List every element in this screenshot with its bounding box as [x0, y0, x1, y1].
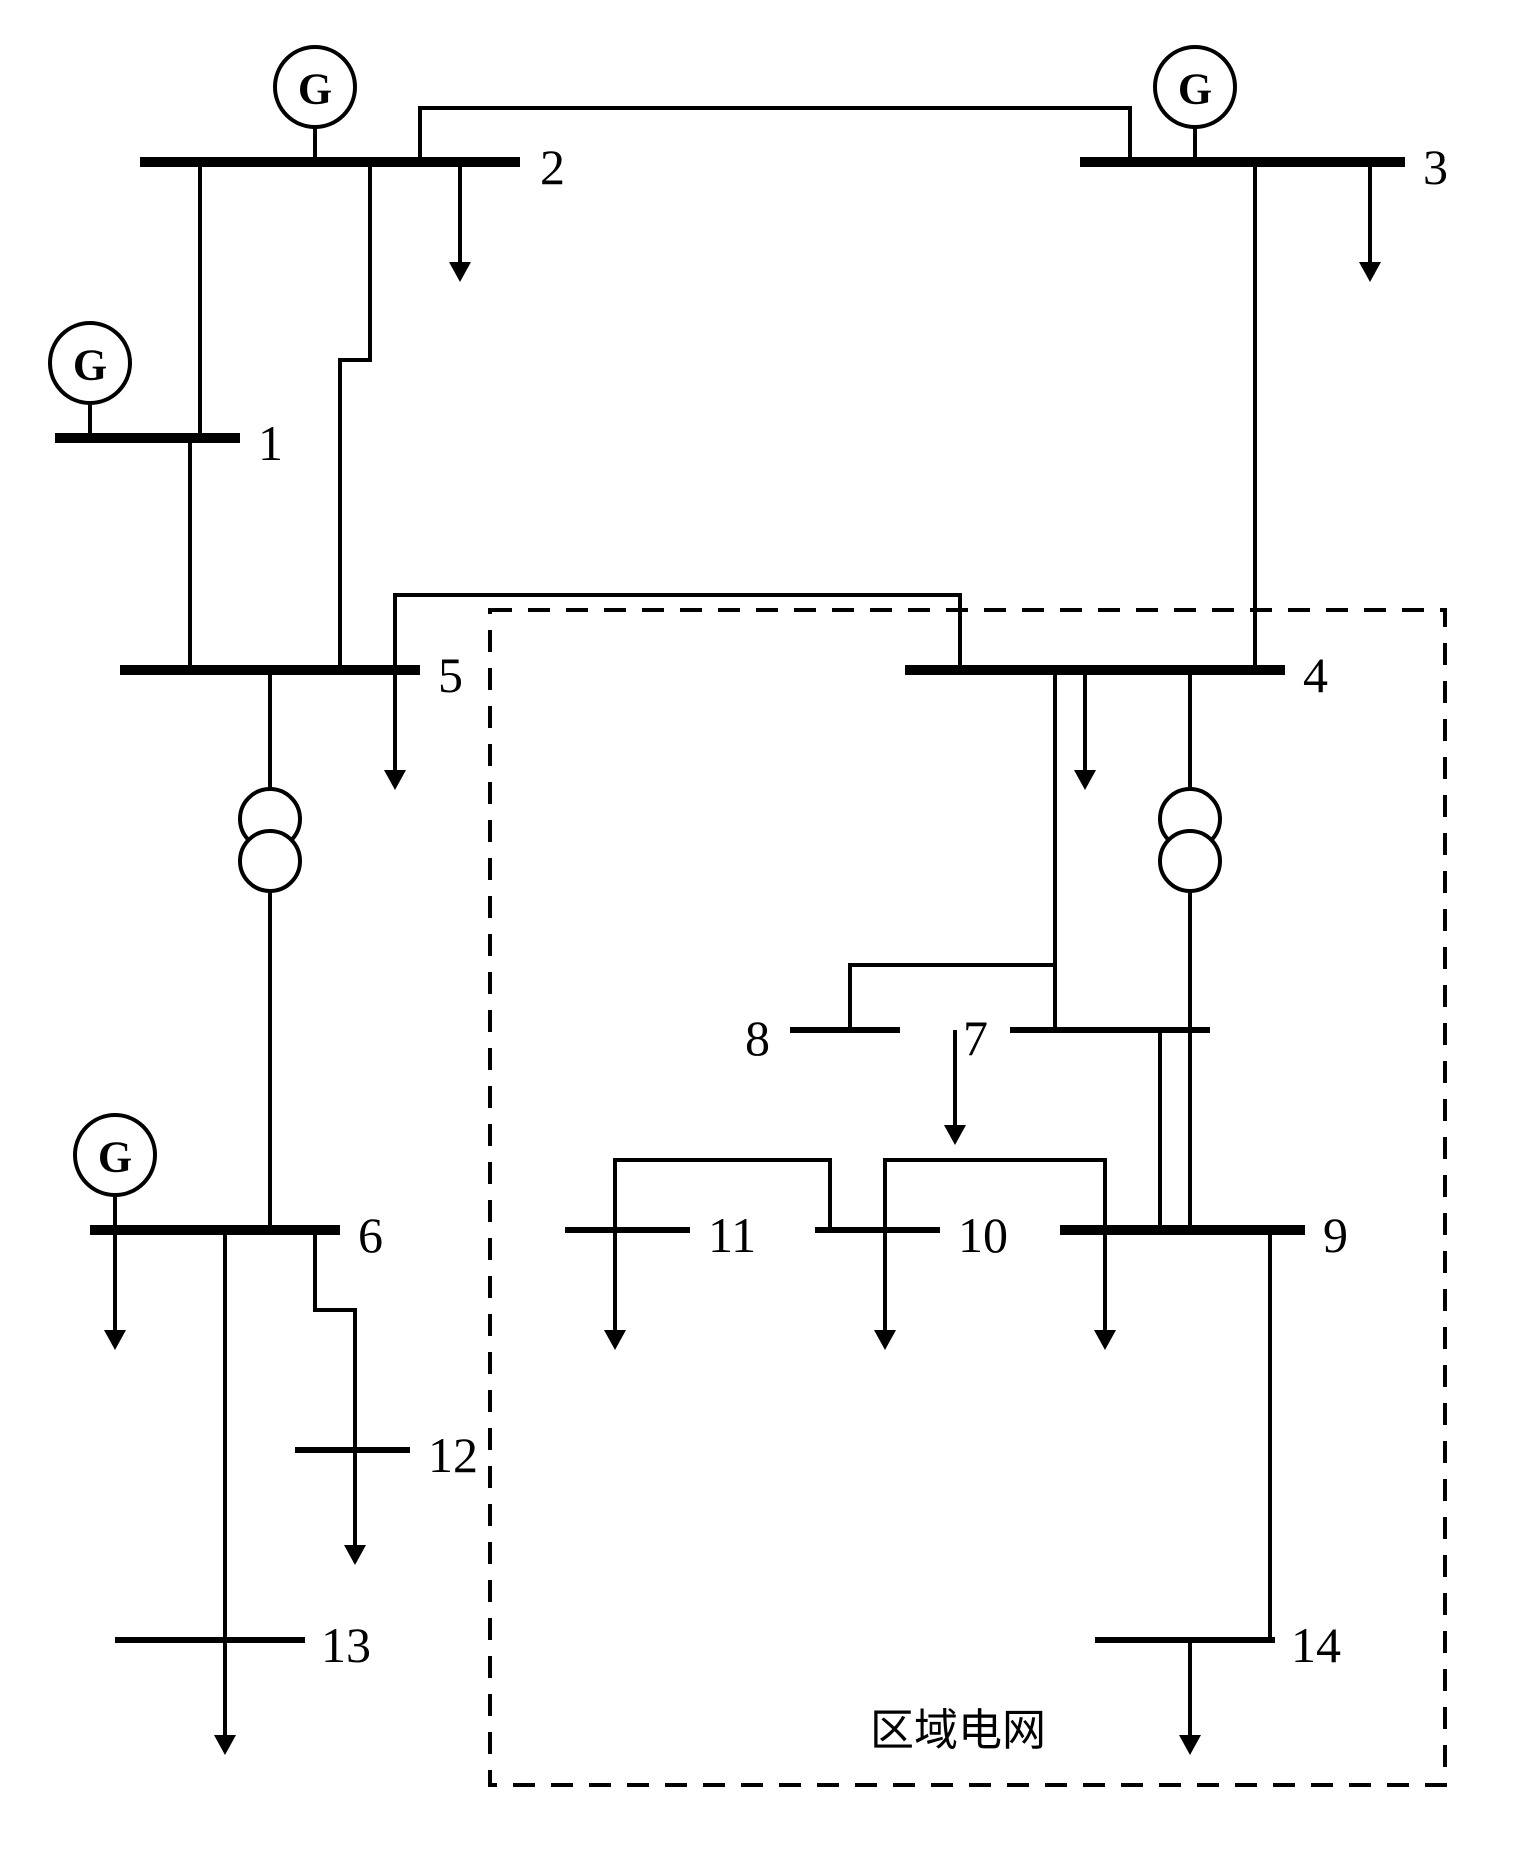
bus-label-b5: 5	[438, 647, 463, 703]
load-arrow-icon	[449, 262, 471, 282]
load-arrow-icon	[1074, 770, 1096, 790]
line-l_5_4	[395, 595, 960, 670]
load-arrow-icon	[344, 1545, 366, 1565]
line-l_7_8	[850, 965, 1055, 1030]
load-arrow-icon	[1094, 1330, 1116, 1350]
load-arrow-icon	[104, 1330, 126, 1350]
generator-label-g3: G	[1178, 65, 1212, 114]
line-l_2_3	[420, 108, 1130, 162]
load-arrow-icon	[384, 770, 406, 790]
bus-label-b9: 9	[1323, 1207, 1348, 1263]
bus-label-b1: 1	[258, 415, 283, 471]
transformer-icon-t49-b	[1160, 831, 1220, 891]
bus-label-b6: 6	[358, 1207, 383, 1263]
bus-label-b8: 8	[745, 1010, 770, 1066]
bus-label-b2: 2	[540, 139, 565, 195]
transformer-icon-t56-b	[240, 831, 300, 891]
load-arrow-icon	[1179, 1735, 1201, 1755]
bus-label-b11: 11	[708, 1207, 756, 1263]
line-l_2_5	[340, 162, 370, 670]
load-arrow-icon	[214, 1735, 236, 1755]
region-label: 区域电网	[870, 1706, 1046, 1755]
bus-label-b10: 10	[958, 1207, 1008, 1263]
bus-label-b3: 3	[1423, 139, 1448, 195]
load-arrow-icon	[604, 1330, 626, 1350]
bus-label-b13: 13	[321, 1617, 371, 1673]
load-arrow-icon	[1359, 262, 1381, 282]
bus-label-b4: 4	[1303, 647, 1328, 703]
region-boundary	[490, 610, 1445, 1785]
generator-label-g6: G	[98, 1133, 132, 1182]
load-arrow-icon	[944, 1125, 966, 1145]
bus-label-b7: 7	[963, 1010, 988, 1066]
generator-label-g1: G	[73, 341, 107, 390]
load-arrow-icon	[874, 1330, 896, 1350]
line-l_6_12	[315, 1230, 355, 1450]
bus-label-b14: 14	[1291, 1617, 1341, 1673]
bus-label-b12: 12	[428, 1427, 478, 1483]
generator-label-g2: G	[298, 65, 332, 114]
